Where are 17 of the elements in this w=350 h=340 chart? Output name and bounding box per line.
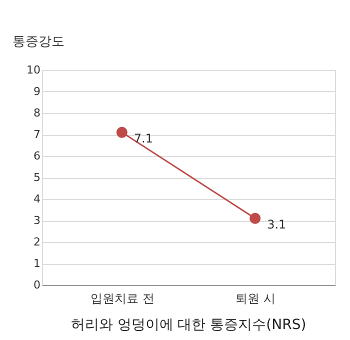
- y-tick-label: 5: [34, 171, 40, 184]
- y-tick-label: 2: [34, 236, 40, 248]
- x-tick-label: 퇴원 시: [236, 292, 276, 306]
- text: 허리와 엉덩이에 대한 통증지수(NRS): [70, 317, 306, 333]
- y-axis-title: 통증강도: [12, 34, 64, 50]
- y-tick-label: 1: [34, 257, 40, 270]
- y-tick-label: 3: [34, 214, 40, 227]
- y-tick-label: 8: [34, 106, 40, 120]
- y-tick-label: 7: [34, 128, 40, 141]
- y-tick-label: 6: [34, 150, 40, 162]
- data-label: 3.1: [267, 217, 286, 232]
- data-label: 7.1: [134, 131, 154, 146]
- y-tick-label: 0: [34, 278, 40, 292]
- y-tick-label: 4: [34, 192, 40, 206]
- y-tick-label: 9: [34, 85, 40, 98]
- x-tick-label: 입원치료 전: [90, 292, 154, 306]
- y-tick-label: 10: [26, 64, 40, 76]
